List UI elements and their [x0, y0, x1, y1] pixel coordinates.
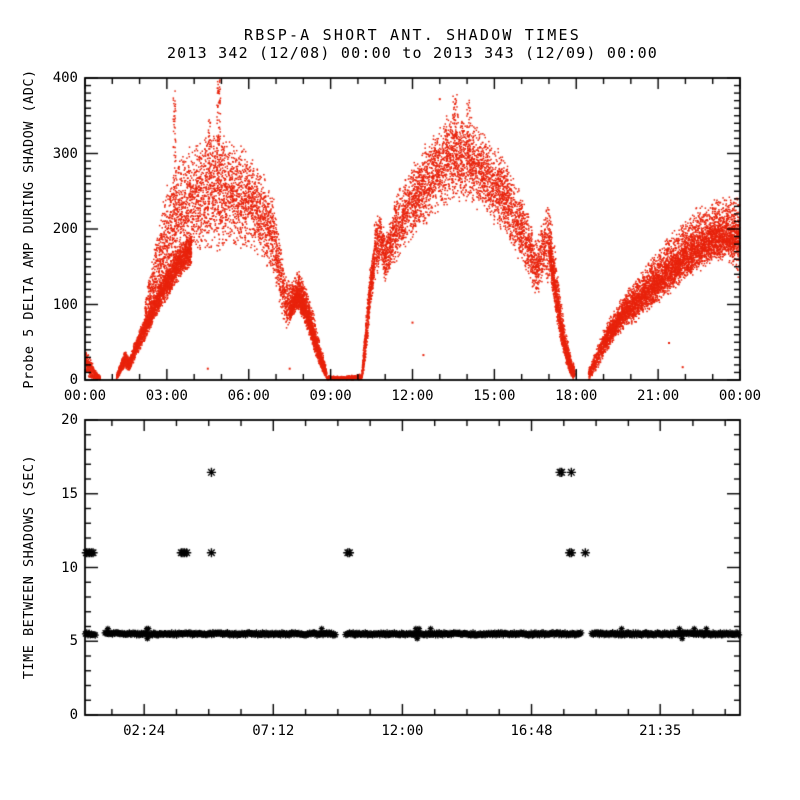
- x-tick-label-panel0-1: 03:00: [145, 388, 188, 404]
- y-tick-label-panel1-4: 20: [61, 412, 78, 428]
- chart-title: RBSP-A SHORT ANT. SHADOW TIMES: [244, 26, 581, 44]
- x-tick-label-panel0-4: 12:00: [391, 388, 434, 404]
- y-tick-label-panel0-0: 0: [69, 372, 78, 388]
- x-tick-label-panel1-0: 02:24: [123, 723, 166, 739]
- x-tick-label-panel0-5: 15:00: [473, 388, 516, 404]
- y-tick-label-panel1-0: 0: [69, 707, 78, 723]
- x-tick-label-panel1-3: 16:48: [510, 723, 553, 739]
- y-tick-label-panel1-3: 15: [61, 485, 78, 502]
- x-tick-label-panel0-7: 21:00: [637, 388, 680, 404]
- x-tick-label-panel1-4: 21:35: [639, 723, 682, 739]
- x-tick-label-panel0-0: 00:00: [63, 388, 107, 404]
- chart-subtitle: 2013 342 (12/08) 00:00 to 2013 343 (12/0…: [166, 44, 659, 62]
- x-tick-label-panel0-3: 09:00: [309, 388, 352, 404]
- y-tick-label-panel1-1: 5: [69, 633, 78, 650]
- x-tick-label-panel0-8: 00:00: [718, 388, 762, 404]
- y-tick-label-panel0-4: 400: [52, 70, 78, 86]
- y-tick-label-panel0-1: 100: [52, 296, 78, 313]
- y-tick-label-panel0-3: 300: [52, 145, 78, 162]
- y-tick-label-panel1-2: 10: [61, 559, 78, 576]
- x-tick-label-panel1-2: 12:00: [381, 723, 424, 739]
- x-tick-label-panel1-1: 07:12: [252, 723, 295, 739]
- x-tick-label-panel0-2: 06:00: [227, 388, 270, 404]
- y-tick-label-panel0-2: 200: [52, 221, 78, 237]
- x-tick-label-panel0-6: 18:00: [555, 388, 598, 404]
